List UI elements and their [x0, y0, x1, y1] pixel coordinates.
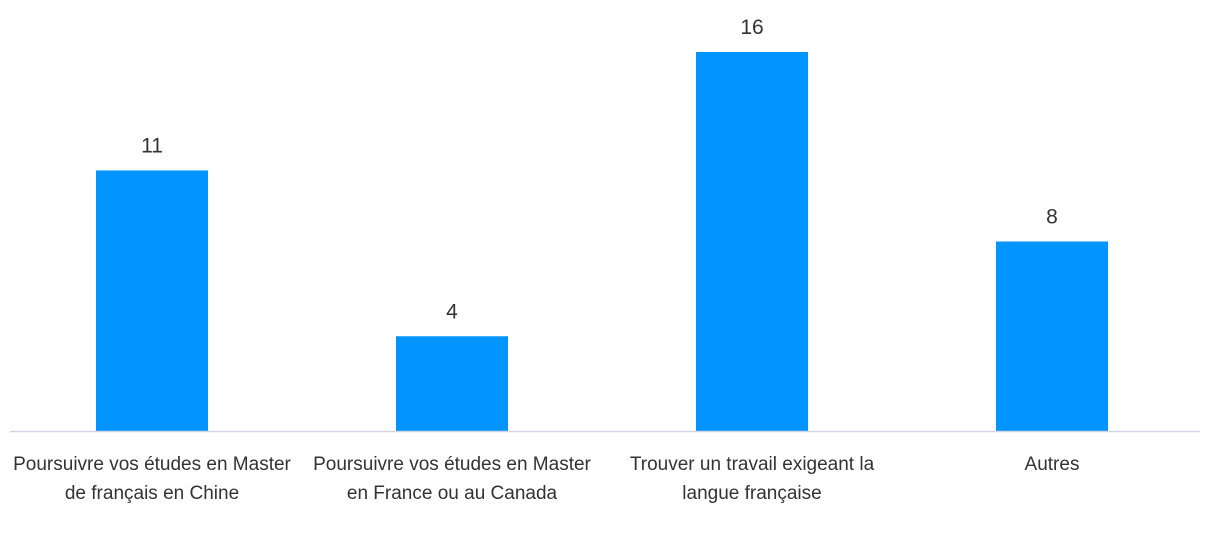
- x-tick-label: Poursuivre vos études en Master de franç…: [13, 454, 291, 504]
- bar: [396, 336, 508, 431]
- bar: [96, 170, 208, 431]
- value-label: 4: [446, 300, 458, 323]
- bar: [696, 52, 808, 431]
- x-tick-label: Poursuivre vos études en Master en Franc…: [313, 454, 591, 504]
- bar: [996, 241, 1108, 431]
- value-label: 11: [141, 134, 163, 157]
- x-tick-label: Autres: [1024, 454, 1080, 475]
- x-tick-label: Trouver un travail exigeant la langue fr…: [629, 454, 875, 504]
- value-label: 16: [740, 16, 763, 39]
- value-label: 8: [1046, 206, 1058, 229]
